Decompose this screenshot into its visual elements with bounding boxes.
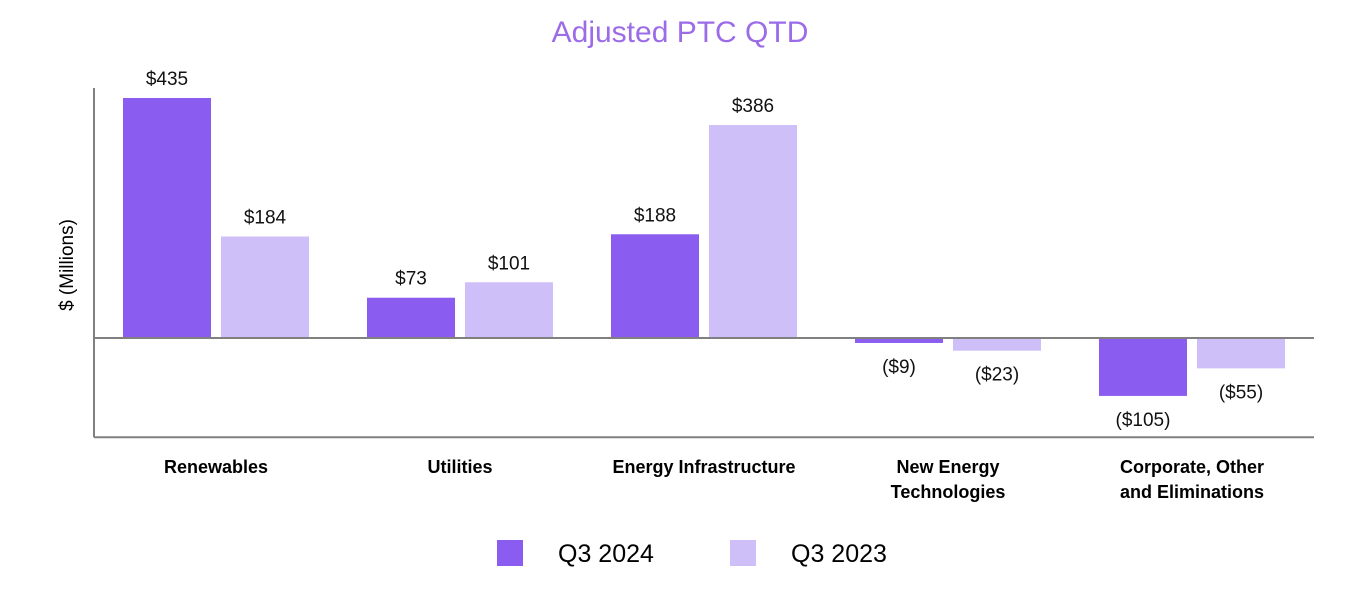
chart-title: Adjusted PTC QTD xyxy=(552,16,809,49)
bar-q3-2023-1 xyxy=(465,282,553,338)
bar-q3-2023-3 xyxy=(953,338,1041,351)
data-label: ($55) xyxy=(1219,382,1263,403)
category-label: Renewables xyxy=(164,457,268,477)
bar-q3-2024-4 xyxy=(1099,338,1187,396)
legend: Q3 2024 Q3 2023 xyxy=(497,540,887,568)
bar-q3-2023-2 xyxy=(709,125,797,338)
plot-area: $435 $73 $188 ($9) ($105) $184 $101 $386 ($23) ($… xyxy=(93,69,1314,502)
data-label: $386 xyxy=(732,96,774,117)
y-axis-label: $ (Millions) xyxy=(57,219,78,311)
data-label: $188 xyxy=(634,205,676,226)
bar-q3-2023-0 xyxy=(221,236,309,338)
category-label: New Energy xyxy=(896,457,999,477)
bar-q3-2024-3 xyxy=(855,338,943,343)
category-label: Utilities xyxy=(427,457,492,477)
category-label: and Eliminations xyxy=(1120,482,1264,502)
legend-label: Q3 2024 xyxy=(558,540,654,568)
data-label: ($105) xyxy=(1116,410,1171,431)
data-label: ($9) xyxy=(882,357,916,378)
legend-swatch xyxy=(497,540,523,566)
data-label: $184 xyxy=(244,207,287,228)
category-label: Technologies xyxy=(891,482,1006,502)
bar-q3-2024-1 xyxy=(367,297,455,338)
bar-q3-2024-0 xyxy=(123,98,211,338)
category-label: Corporate, Other xyxy=(1120,457,1264,477)
legend-swatch xyxy=(730,540,756,566)
data-label: $101 xyxy=(488,253,530,274)
bar-q3-2023-4 xyxy=(1197,338,1285,369)
legend-label: Q3 2023 xyxy=(791,540,887,568)
data-label: $435 xyxy=(146,69,188,90)
bar-q3-2024-2 xyxy=(611,234,699,338)
data-label: ($23) xyxy=(975,365,1019,386)
category-label: Energy Infrastructure xyxy=(612,457,795,477)
data-label: $73 xyxy=(395,269,427,290)
